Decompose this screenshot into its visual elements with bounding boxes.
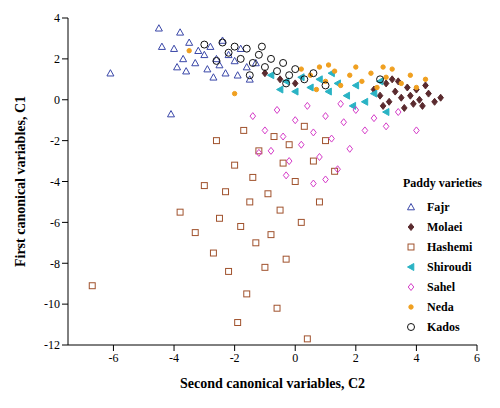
html-text:Neda: Neda <box>427 299 454 314</box>
svg-text:-4: -4 <box>169 351 179 365</box>
svg-text:0: 0 <box>292 351 298 365</box>
svg-text:4: 4 <box>413 351 419 365</box>
html-text:Hashemi: Hashemi <box>427 239 473 254</box>
html-text:Fajr: Fajr <box>427 199 450 214</box>
svg-text:-12: -12 <box>44 338 60 352</box>
svg-text:2: 2 <box>54 52 60 66</box>
html-text:Shiroudi: Shiroudi <box>427 259 472 274</box>
svg-text:-10: -10 <box>44 297 60 311</box>
html-text:Sahel: Sahel <box>427 279 455 294</box>
svg-text:First canonical variables, C1: First canonical variables, C1 <box>13 96 28 267</box>
svg-text:Second canonical variables, C2: Second canonical variables, C2 <box>180 376 365 391</box>
html-text:Molaei: Molaei <box>427 219 463 234</box>
svg-text:-4: -4 <box>50 175 60 189</box>
svg-text:-2: -2 <box>230 351 240 365</box>
svg-text:6: 6 <box>474 351 480 365</box>
svg-text:4: 4 <box>54 11 60 25</box>
svg-text:-6: -6 <box>108 351 118 365</box>
svg-text:-6: -6 <box>50 216 60 230</box>
html-text:Paddy varieties: Paddy varieties <box>403 176 482 190</box>
svg-text:-8: -8 <box>50 257 60 271</box>
svg-text:0: 0 <box>54 93 60 107</box>
svg-text:2: 2 <box>353 351 359 365</box>
html-text:Kados: Kados <box>427 319 460 334</box>
svg-text:-2: -2 <box>50 134 60 148</box>
